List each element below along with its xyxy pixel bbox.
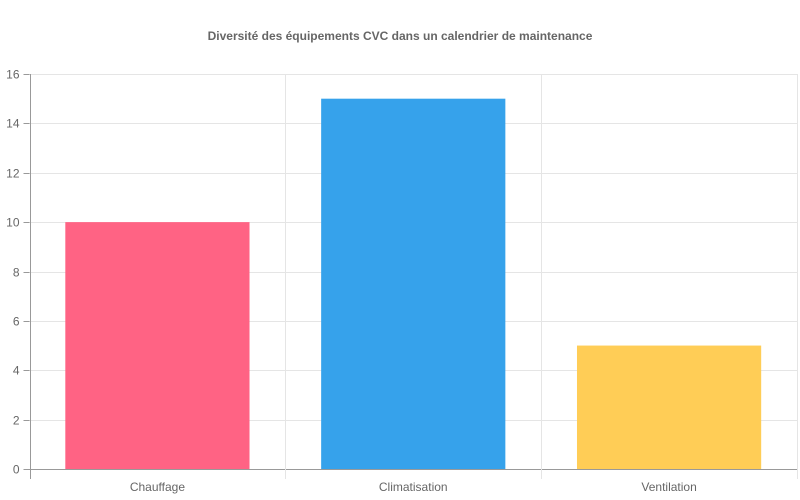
bar-ventilation[interactable]	[576, 345, 762, 469]
y-tick-label: 4	[13, 364, 20, 378]
y-tick-label: 8	[13, 266, 20, 280]
x-tick-label: Chauffage	[130, 480, 185, 494]
y-tick-label: 10	[6, 216, 20, 230]
x-tick-label: Ventilation	[641, 480, 696, 494]
y-tick-label: 6	[13, 315, 20, 329]
y-tick-label: 0	[13, 463, 20, 477]
chart-title: Diversité des équipements CVC dans un ca…	[207, 29, 593, 43]
y-tick-label: 16	[6, 68, 20, 82]
bar-climatisation[interactable]	[321, 98, 506, 469]
y-tick-label: 2	[13, 414, 20, 428]
x-tick-label: Climatisation	[379, 480, 448, 494]
y-tick-label: 14	[6, 117, 20, 131]
y-tick-label: 12	[6, 167, 20, 181]
bar-chauffage[interactable]	[65, 222, 250, 469]
